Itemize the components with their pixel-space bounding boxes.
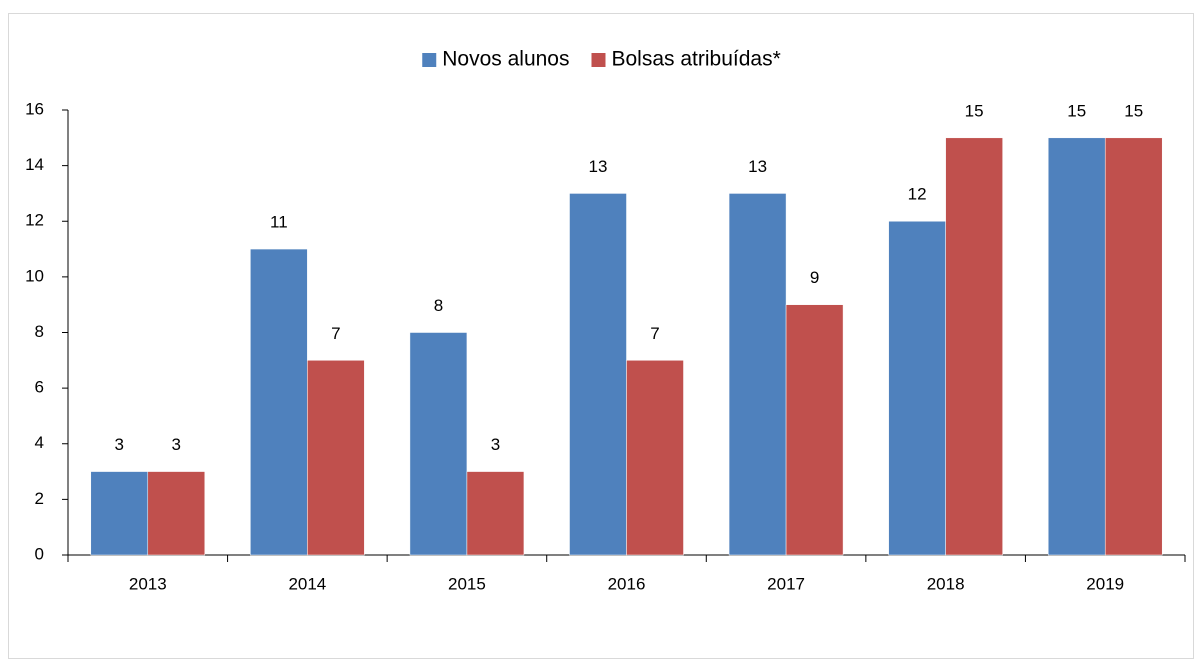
- bar: [626, 360, 684, 556]
- y-tick-label: 10: [25, 266, 44, 285]
- data-label: 3: [172, 435, 181, 454]
- data-label: 8: [434, 296, 443, 315]
- data-label: 7: [650, 324, 659, 343]
- data-label: 15: [965, 101, 984, 120]
- bar: [90, 471, 149, 556]
- y-tick-label: 8: [35, 322, 44, 341]
- data-label: 15: [1067, 101, 1086, 120]
- data-label: 12: [908, 185, 927, 204]
- y-tick-label: 0: [35, 544, 44, 563]
- bar: [888, 221, 946, 556]
- legend-label: Novos alunos: [442, 48, 569, 71]
- y-tick-label: 16: [25, 99, 44, 118]
- y-tick-label: 12: [25, 211, 44, 230]
- legend: Novos alunos Bolsas atribuídas*: [422, 48, 781, 71]
- legend-label: Bolsas atribuídas*: [611, 48, 780, 71]
- data-label: 7: [331, 324, 340, 343]
- bar: [728, 193, 787, 556]
- data-label: 3: [115, 435, 124, 454]
- y-tick-label: 2: [35, 489, 44, 508]
- bar: [409, 332, 468, 556]
- bar: [147, 471, 206, 556]
- bar: [466, 471, 525, 556]
- x-tick-label: 2017: [767, 574, 805, 593]
- data-label: 11: [270, 213, 288, 232]
- x-tick-label: 2018: [927, 574, 965, 593]
- x-tick-label: 2014: [288, 574, 326, 593]
- data-label: 9: [810, 268, 819, 287]
- y-tick-label: 14: [25, 155, 44, 174]
- data-label: 13: [589, 157, 608, 176]
- bar: [945, 137, 1003, 556]
- legend-item: Bolsas atribuídas*: [591, 48, 781, 71]
- x-tick-label: 2019: [1086, 574, 1124, 593]
- legend-swatch: [422, 53, 437, 67]
- bar: [307, 360, 365, 556]
- legend-item: Novos alunos: [422, 48, 569, 71]
- y-tick-label: 6: [35, 378, 44, 397]
- bar: [785, 304, 844, 556]
- bar: [1047, 137, 1106, 556]
- bar: [1104, 137, 1163, 556]
- x-tick-label: 2013: [129, 574, 167, 593]
- data-label: 3: [491, 435, 500, 454]
- legend-swatch: [591, 53, 606, 67]
- bar: [569, 193, 627, 556]
- bar: [250, 248, 308, 556]
- data-label: 15: [1124, 101, 1143, 120]
- x-tick-label: 2016: [608, 574, 646, 593]
- y-tick-label: 4: [35, 433, 44, 452]
- x-tick-label: 2015: [448, 574, 486, 593]
- data-label: 13: [748, 157, 767, 176]
